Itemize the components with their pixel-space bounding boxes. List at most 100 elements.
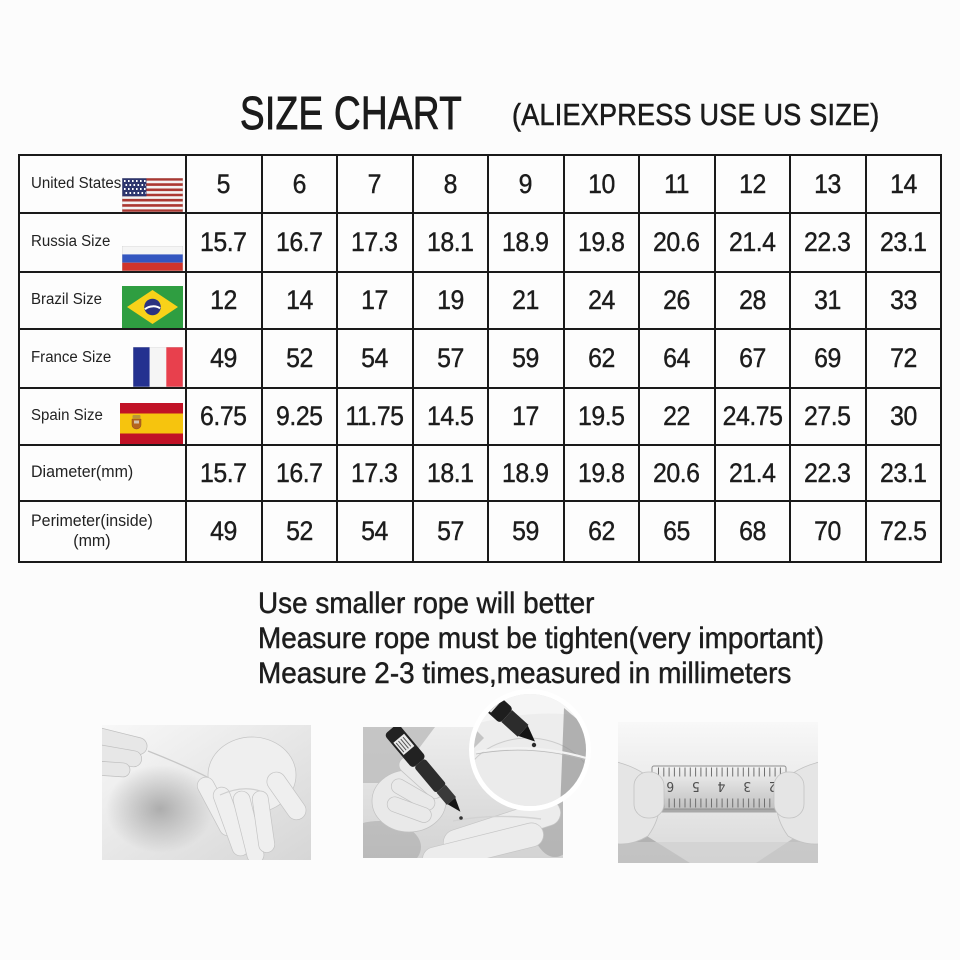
size-value-cell: 68 bbox=[713, 502, 790, 561]
size-value: 12 bbox=[210, 285, 238, 315]
row-label-line: (mm) bbox=[73, 531, 111, 550]
size-value: 49 bbox=[210, 516, 238, 546]
size-value: 31 bbox=[814, 285, 842, 315]
size-value: 52 bbox=[285, 343, 314, 373]
size-value: 59 bbox=[512, 343, 540, 373]
size-value: 19.5 bbox=[577, 401, 625, 431]
size-value: 49 bbox=[210, 343, 238, 373]
es-flag-icon bbox=[120, 403, 183, 444]
us-flag-icon bbox=[122, 178, 183, 212]
size-value-cell: 65 bbox=[638, 502, 714, 561]
size-value-cell: 72 bbox=[864, 330, 941, 387]
size-value: 16.7 bbox=[275, 457, 323, 488]
size-value-cell: 14 bbox=[864, 156, 941, 212]
size-value: 72.5 bbox=[879, 516, 927, 546]
page-subtitle: (ALIEXPRESS USE US SIZE) bbox=[512, 97, 880, 132]
row-label: Diameter(mm) bbox=[31, 463, 133, 483]
size-value: 7 bbox=[368, 168, 382, 199]
size-value: 57 bbox=[436, 516, 465, 546]
size-value: 18.9 bbox=[502, 227, 550, 257]
size-value-cell: 70 bbox=[789, 502, 865, 561]
size-value-cell: 72.5 bbox=[864, 502, 941, 561]
size-value-cell: 21.4 bbox=[713, 214, 790, 271]
row-label-line: Spain Size bbox=[31, 407, 103, 425]
size-value: 18.1 bbox=[426, 227, 474, 257]
size-value: 27.5 bbox=[804, 401, 852, 431]
size-value-cell: 23.1 bbox=[864, 214, 941, 271]
size-value: 24 bbox=[587, 285, 616, 315]
table-row: Russia Size 15.7 16.7 17.3 18.1 18.9 19.8 20.6 2… bbox=[20, 212, 940, 271]
row-label: Brazil Size bbox=[31, 291, 102, 310]
size-value-cell: 22.3 bbox=[789, 214, 865, 271]
pen-marking-string-magnifier-inset bbox=[468, 688, 592, 812]
table-row: Perimeter(inside) (mm) 49 52 54 57 59 62 65 68 70 7… bbox=[20, 500, 940, 561]
size-value-cell: 15.7 bbox=[185, 214, 261, 271]
size-value: 54 bbox=[361, 516, 389, 546]
size-value: 18.1 bbox=[426, 457, 474, 488]
size-value-cell: 19.8 bbox=[562, 446, 639, 500]
row-label-cell: Brazil Size bbox=[20, 273, 185, 328]
size-value: 23.1 bbox=[879, 227, 927, 257]
fr-flag-icon bbox=[133, 347, 183, 387]
size-value: 5 bbox=[217, 168, 231, 199]
size-value: 11.75 bbox=[345, 401, 405, 431]
br-flag-icon bbox=[122, 286, 183, 328]
size-value: 72 bbox=[889, 343, 918, 373]
size-value: 15.7 bbox=[200, 457, 248, 488]
measuring-notes: Use smaller rope will better Measure rop… bbox=[258, 586, 867, 691]
size-value: 22.3 bbox=[804, 457, 852, 488]
row-label-line: United States bbox=[31, 174, 122, 192]
size-value: 8 bbox=[443, 168, 457, 199]
size-value-cell: 62 bbox=[562, 502, 639, 561]
size-value-cell: 52 bbox=[260, 502, 337, 561]
row-label: Russia Size bbox=[31, 233, 110, 252]
size-value: 19 bbox=[436, 285, 465, 315]
row-label-cell: Spain Size bbox=[20, 389, 185, 444]
size-value-cell: 15.7 bbox=[185, 446, 261, 500]
size-value-cell: 62 bbox=[562, 330, 639, 387]
size-value: 19.8 bbox=[577, 457, 625, 488]
size-value-cell: 52 bbox=[260, 330, 337, 387]
size-value-cell: 54 bbox=[336, 502, 412, 561]
size-value: 28 bbox=[738, 285, 767, 315]
size-value-cell: 57 bbox=[411, 502, 488, 561]
size-value-cell: 57 bbox=[411, 330, 488, 387]
size-value-cell: 14.5 bbox=[411, 389, 488, 444]
size-value-cell: 26 bbox=[638, 273, 714, 328]
size-value-cell: 24 bbox=[562, 273, 639, 328]
size-value: 17 bbox=[361, 285, 389, 315]
size-value-cell: 49 bbox=[185, 502, 261, 561]
size-value-cell: 9 bbox=[487, 156, 563, 212]
size-value: 12 bbox=[738, 168, 767, 199]
size-value: 6 bbox=[292, 168, 306, 199]
size-value-cell: 54 bbox=[336, 330, 412, 387]
row-label-cell: Diameter(mm) bbox=[20, 446, 185, 500]
size-value: 22.3 bbox=[804, 227, 852, 257]
table-row: France Size 49 52 54 57 59 62 64 67 69 72 bbox=[20, 328, 940, 387]
size-value-cell: 19.8 bbox=[562, 214, 639, 271]
size-value-cell: 67 bbox=[713, 330, 790, 387]
size-value: 14.5 bbox=[426, 401, 474, 431]
note-line-3: Measure 2-3 times,measured in millimeter… bbox=[258, 657, 792, 691]
size-value: 62 bbox=[587, 516, 616, 546]
size-value-cell: 12 bbox=[713, 156, 790, 212]
row-label-cell: Russia Size bbox=[20, 214, 185, 271]
size-value-cell: 12 bbox=[185, 273, 261, 328]
size-value: 16.7 bbox=[275, 227, 323, 257]
size-value-cell: 18.1 bbox=[411, 446, 488, 500]
size-value: 6.75 bbox=[200, 401, 248, 431]
size-value: 67 bbox=[738, 343, 767, 373]
size-value: 68 bbox=[738, 516, 767, 546]
row-label-cell: France Size bbox=[20, 330, 185, 387]
note-line-2: Measure rope must be tighten(very import… bbox=[258, 622, 825, 656]
size-value: 24.75 bbox=[722, 401, 783, 431]
size-value-cell: 11 bbox=[638, 156, 714, 212]
size-value: 21 bbox=[512, 285, 540, 315]
size-value: 64 bbox=[663, 343, 691, 373]
size-value-cell: 18.9 bbox=[487, 214, 563, 271]
size-value: 17.3 bbox=[351, 227, 399, 257]
size-value: 21.4 bbox=[728, 457, 776, 488]
size-value-cell: 9.25 bbox=[260, 389, 337, 444]
size-value-cell: 21.4 bbox=[713, 446, 790, 500]
